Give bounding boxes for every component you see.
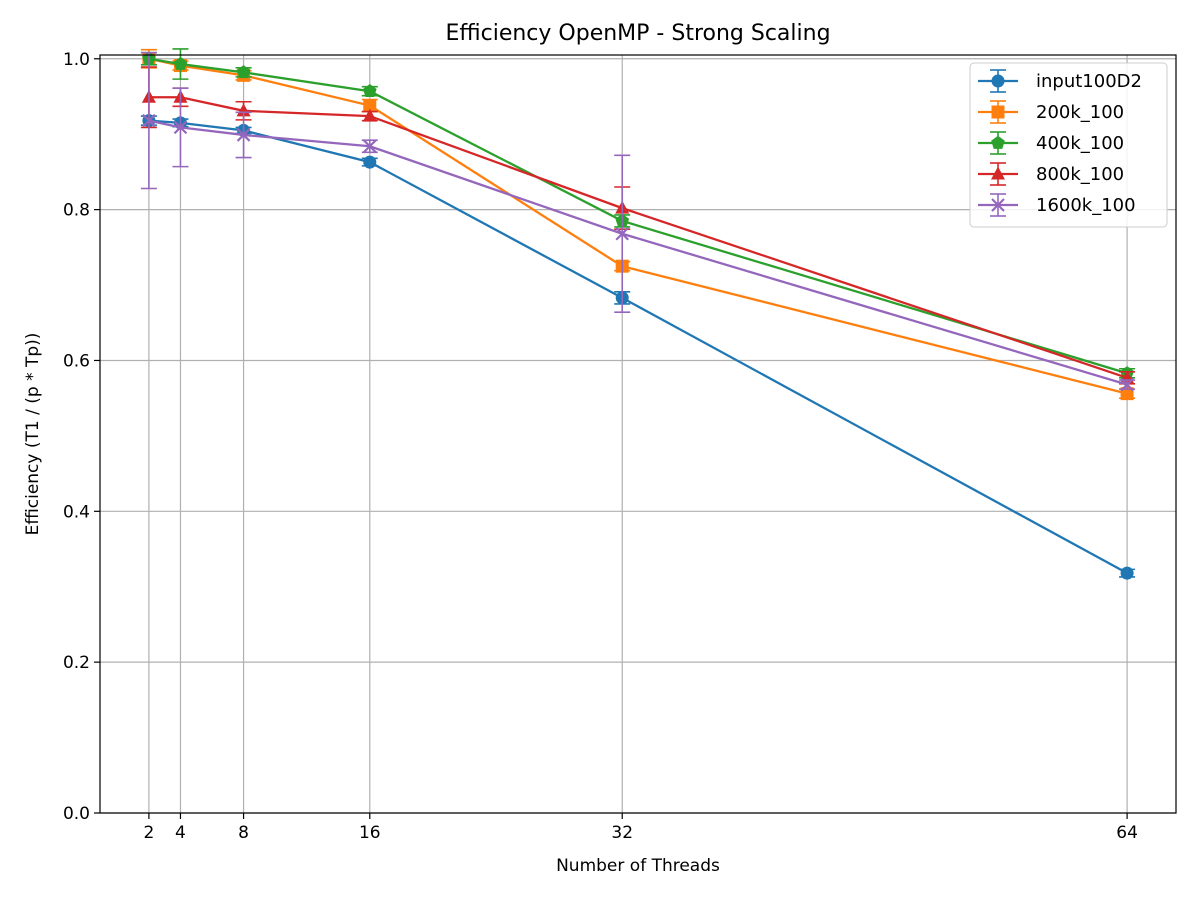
x-tick-label: 8 <box>238 823 249 843</box>
series-layer <box>140 48 1136 580</box>
legend-entry: 400k_100 <box>978 131 1124 155</box>
legend-marker <box>991 166 1005 180</box>
legend-marker <box>991 74 1005 88</box>
x-axis: 2 4 8 16 32 64 <box>143 813 1138 843</box>
data-point <box>362 108 377 122</box>
plot-frame <box>99 54 1177 814</box>
legend-entry: input100D2 <box>978 69 1142 93</box>
data-point <box>236 128 251 142</box>
legend-box <box>969 62 1168 228</box>
legend-entry: 200k_100 <box>978 100 1124 124</box>
y-tick-label: 0.8 <box>63 201 90 221</box>
chart-title: Efficiency OpenMP - Strong Scaling <box>445 21 830 46</box>
data-point <box>363 99 377 113</box>
y-tick-label: 0.6 <box>63 351 90 371</box>
data-point <box>142 113 156 128</box>
data-point <box>363 155 377 169</box>
x-tick-label: 64 <box>1116 823 1138 843</box>
y-tick-label: 0.0 <box>63 804 90 824</box>
legend-label: 800k_100 <box>1036 164 1124 185</box>
data-point <box>173 120 188 135</box>
data-point <box>1120 566 1134 580</box>
legend-label: input100D2 <box>1036 71 1142 92</box>
legend: input100D2 200k_100 400k_100 800k_100 1600k_… <box>969 62 1168 228</box>
x-tick-label: 32 <box>611 823 633 843</box>
data-point <box>1120 377 1134 392</box>
data-point <box>173 56 188 70</box>
y-axis: 0.0 0.2 0.4 0.6 0.8 1.0 <box>63 50 100 824</box>
legend-label: 200k_100 <box>1036 102 1124 123</box>
y-tick-label: 0.4 <box>63 502 90 522</box>
x-tick-label: 16 <box>359 823 381 843</box>
y-tick-label: 1.0 <box>63 50 90 70</box>
x-tick-label: 2 <box>143 823 154 843</box>
series-line <box>148 119 1128 386</box>
data-point <box>363 139 377 154</box>
legend-marker <box>991 198 1005 212</box>
data-point <box>362 84 377 98</box>
x-tick-label: 4 <box>175 823 186 843</box>
data-point <box>1120 387 1134 401</box>
series-1600k_100 <box>140 51 1136 392</box>
x-axis-label: Number of Threads <box>556 856 720 876</box>
y-tick-label: 0.2 <box>63 653 90 673</box>
series-line <box>148 96 1128 379</box>
legend-entry: 1600k_100 <box>978 193 1136 217</box>
y-axis-label: Efficiency (T1 / (p * Tp)) <box>23 333 43 536</box>
data-point <box>615 226 630 241</box>
legend-label: 1600k_100 <box>1036 195 1136 216</box>
data-point <box>236 65 251 79</box>
legend-marker <box>991 135 1005 149</box>
legend-marker <box>991 105 1005 119</box>
legend-entry: 800k_100 <box>978 162 1124 186</box>
legend-label: 400k_100 <box>1036 133 1124 154</box>
